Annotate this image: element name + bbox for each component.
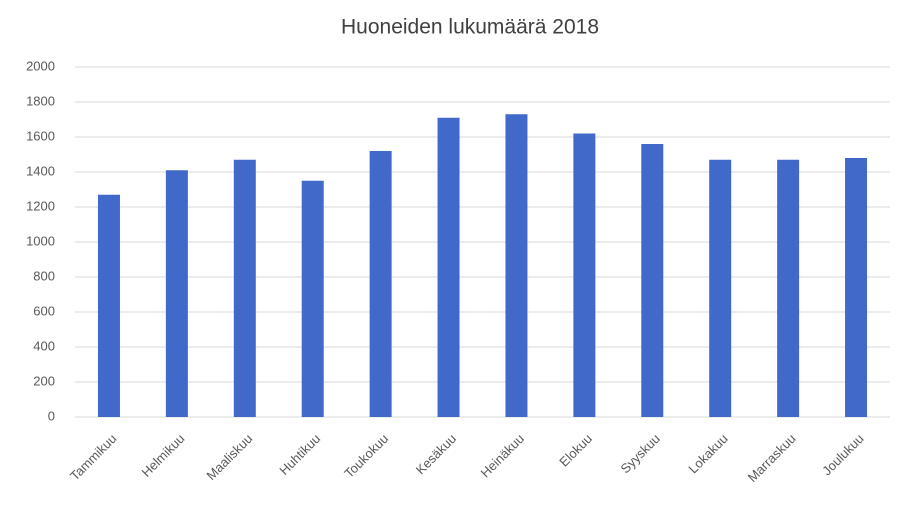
y-tick-label: 600 (33, 303, 55, 318)
bar (845, 158, 868, 417)
bar (437, 117, 460, 417)
bar (97, 194, 120, 417)
x-tick-label: Elokuu (556, 431, 595, 470)
bar (369, 151, 392, 417)
x-tick-label: Kesäkuu (413, 431, 459, 477)
x-tick-label: Syyskuu (617, 431, 662, 476)
bar (301, 180, 324, 417)
bar (777, 159, 800, 417)
y-tick-label: 1200 (26, 198, 55, 213)
x-tick-label: Toukokuu (341, 431, 391, 481)
y-tick-label: 800 (33, 268, 55, 283)
bar (505, 114, 528, 417)
bar (233, 159, 256, 417)
bar (165, 170, 188, 417)
y-tick-label: 1600 (26, 128, 55, 143)
y-tick-label: 400 (33, 338, 55, 353)
bar (573, 133, 596, 417)
y-tick-label: 1400 (26, 163, 55, 178)
x-tick-label: Joulukuu (819, 431, 866, 478)
chart-title: Huoneiden lukumäärä 2018 (341, 16, 599, 39)
x-tick-label: Maaliskuu (203, 431, 255, 483)
x-tick-label: Helmikuu (139, 431, 188, 480)
bar (709, 159, 732, 417)
y-tick-label: 1800 (26, 93, 55, 108)
x-tick-label: Marraskuu (745, 431, 799, 485)
bar (641, 144, 664, 417)
x-tick-label: Lokakuu (685, 431, 730, 476)
y-tick-label: 1000 (26, 233, 55, 248)
x-tick-label: Huhtikuu (276, 431, 323, 478)
y-tick-label: 0 (48, 408, 55, 423)
x-tick-label: Tammikuu (67, 431, 120, 484)
y-tick-label: 2000 (26, 58, 55, 73)
x-tick-label: Heinäkuu (478, 431, 527, 480)
y-tick-label: 200 (33, 373, 55, 388)
